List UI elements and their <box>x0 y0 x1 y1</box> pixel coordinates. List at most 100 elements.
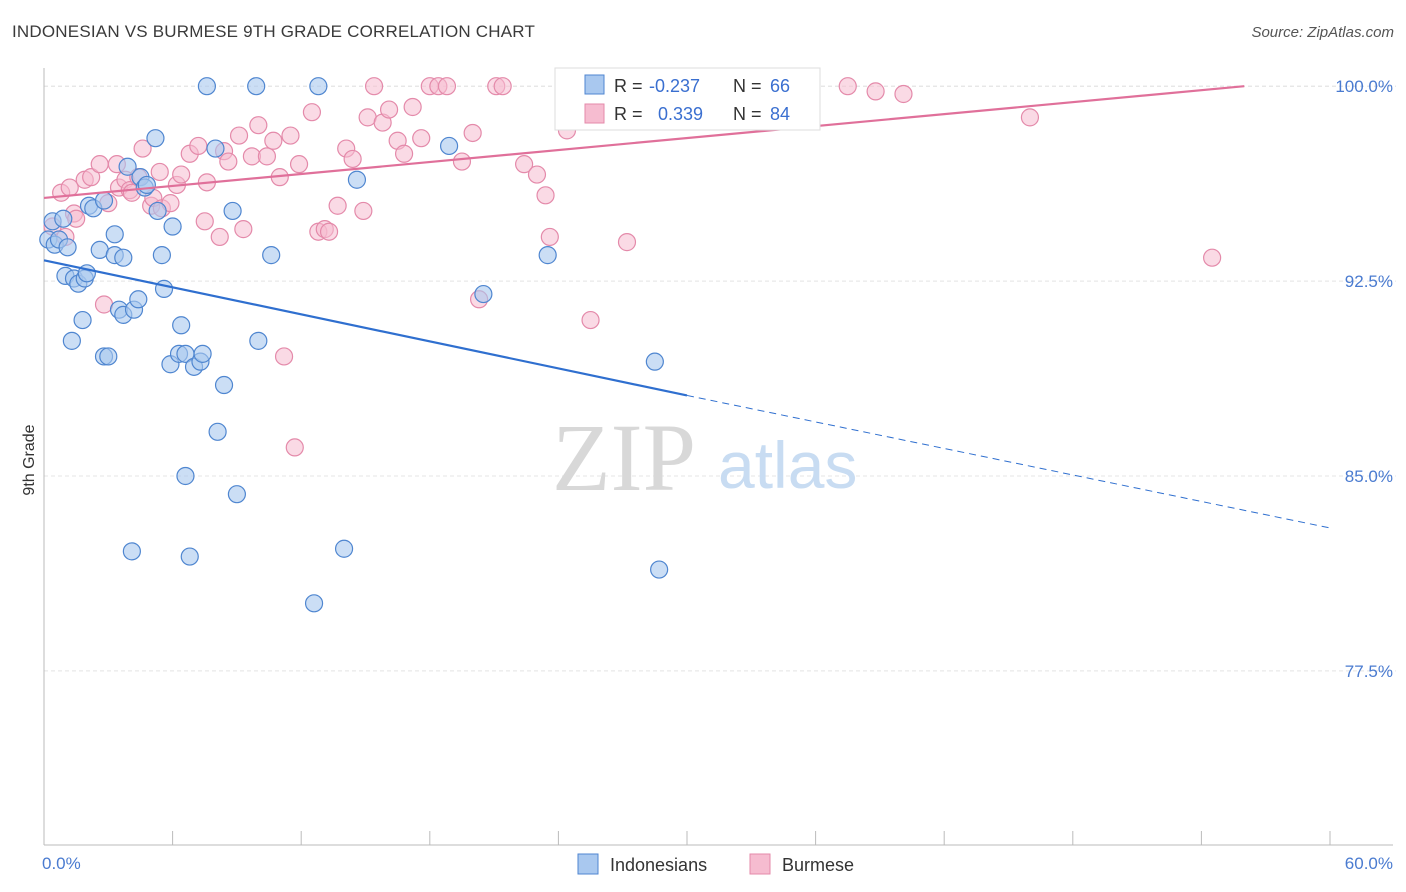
indonesians-point <box>197 77 216 96</box>
burmese-trend-line <box>43 85 1245 200</box>
burmese-point <box>540 227 559 247</box>
burmese-point <box>229 126 249 145</box>
indonesians-point <box>176 466 195 486</box>
indonesians-point <box>309 77 328 96</box>
indonesians-point <box>439 136 459 156</box>
burmese-point <box>150 162 169 182</box>
burmese-point <box>838 77 857 96</box>
burmese-point <box>527 165 547 184</box>
indonesians-point <box>146 129 165 148</box>
burmese-point <box>82 168 101 187</box>
r-value: 0.339 <box>658 104 703 124</box>
burmese-point <box>90 155 109 174</box>
indonesians-point <box>180 547 199 566</box>
burmese-points <box>43 77 1222 457</box>
indonesians-point <box>214 375 234 395</box>
burmese-point <box>343 149 362 169</box>
burmese-point <box>866 82 885 101</box>
n-value: 84 <box>770 104 790 124</box>
y-tick-label: 77.5% <box>1345 662 1393 681</box>
indonesians-point <box>152 246 171 265</box>
grid-lines <box>44 85 1396 672</box>
indonesians-point <box>73 310 92 330</box>
burmese-point <box>463 123 482 143</box>
indonesians-point <box>94 191 114 210</box>
burmese-point <box>195 212 214 231</box>
legend-label-burmese: Burmese <box>782 855 854 875</box>
indonesians-swatch <box>584 74 605 95</box>
y-tick-label: 100.0% <box>1335 77 1393 96</box>
y-tick-label: 92.5% <box>1345 272 1393 291</box>
indonesians-point <box>247 77 266 96</box>
legend-swatch-indonesians <box>577 853 599 875</box>
burmese-swatch <box>584 103 605 124</box>
burmese-point <box>493 77 512 96</box>
burmese-point <box>264 131 283 150</box>
burmese-point <box>172 165 191 184</box>
burmese-point <box>354 201 373 221</box>
indonesians-trend-line <box>43 259 688 397</box>
indonesians-point <box>137 175 156 195</box>
burmese-point <box>302 103 322 122</box>
indonesians-trend-extension <box>686 394 1331 529</box>
burmese-point <box>1203 248 1222 267</box>
indonesians-point <box>129 290 148 309</box>
indonesians-point <box>208 422 227 441</box>
burmese-point <box>133 139 152 158</box>
indonesians-point <box>650 560 669 579</box>
burmese-point <box>403 97 422 117</box>
legend-swatch-burmese <box>749 853 771 875</box>
legend-label-indonesians: Indonesians <box>610 855 707 875</box>
indonesians-point <box>193 344 212 363</box>
x-tick-label-min: 0.0% <box>42 854 81 873</box>
burmese-point <box>285 438 304 457</box>
indonesians-point <box>206 139 225 158</box>
indonesians-point <box>163 217 182 236</box>
burmese-point <box>219 152 238 171</box>
burmese-point <box>379 100 399 119</box>
burmese-point <box>60 178 79 197</box>
y-tick-labels: 77.5% 85.0% 92.5% 100.0% <box>1335 77 1393 681</box>
watermark: ZIP atlas <box>552 404 857 511</box>
burmese-point <box>319 222 339 241</box>
burmese-point <box>364 77 384 96</box>
chart-title: INDONESIAN VS BURMESE 9TH GRADE CORRELAT… <box>12 22 536 41</box>
y-tick-label: 85.0% <box>1345 467 1393 486</box>
burmese-point <box>281 126 300 145</box>
indonesians-point <box>114 248 133 267</box>
r-value: -0.237 <box>649 76 700 96</box>
indonesians-point <box>262 246 281 265</box>
burmese-point <box>412 129 431 148</box>
indonesians-point <box>62 331 81 350</box>
watermark-zip: ZIP <box>552 404 696 511</box>
burmese-point <box>437 77 457 96</box>
indonesians-point <box>249 331 268 350</box>
source-label: Source: ZipAtlas.com <box>1251 24 1394 41</box>
burmese-point <box>189 136 208 156</box>
burmese-point <box>328 196 347 215</box>
indonesians-point <box>154 279 174 298</box>
burmese-point <box>515 155 534 174</box>
indonesians-point <box>223 201 242 221</box>
indonesians-point <box>58 238 77 257</box>
indonesians-point <box>99 347 118 366</box>
trend-lines <box>43 85 1331 529</box>
r-label: R = <box>614 104 643 124</box>
burmese-point <box>274 347 294 366</box>
burmese-point <box>581 310 600 330</box>
burmese-point <box>257 147 277 166</box>
n-label: N = <box>733 104 762 124</box>
burmese-point <box>1020 108 1040 127</box>
burmese-point <box>617 233 637 252</box>
stats-legend: R = -0.237 N = 66 R = 0.339 N = 84 <box>554 67 821 131</box>
indonesians-point <box>645 352 664 371</box>
indonesians-point <box>105 225 124 244</box>
n-value: 66 <box>770 76 790 96</box>
watermark-atlas: atlas <box>718 428 857 502</box>
r-label: R = <box>614 76 643 96</box>
indonesians-point <box>227 485 246 504</box>
y-axis-title: 9th Grade <box>21 424 38 495</box>
indonesians-point <box>334 539 354 558</box>
burmese-point <box>536 186 555 205</box>
